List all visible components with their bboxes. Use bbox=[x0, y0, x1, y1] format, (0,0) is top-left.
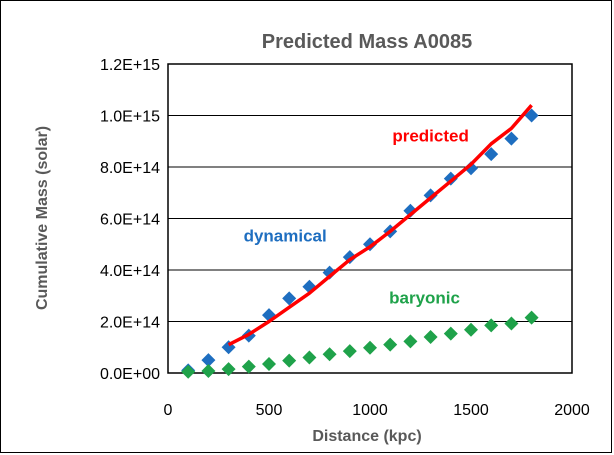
dynamical-marker bbox=[464, 161, 478, 176]
dynamical-marker bbox=[282, 291, 297, 306]
y-tick-label: 0.0E+00 bbox=[100, 366, 160, 383]
x-tick-label: 0 bbox=[164, 402, 173, 419]
baryonic-marker bbox=[241, 359, 256, 374]
y-tick-label: 4.0E+14 bbox=[100, 263, 160, 280]
dynamical-marker bbox=[403, 203, 418, 218]
series-layer bbox=[181, 104, 539, 379]
baryonic-marker bbox=[423, 329, 438, 344]
annotation-layer: predicted dynamical baryonic bbox=[244, 126, 469, 307]
y-tick-label: 2.0E+14 bbox=[100, 315, 160, 332]
x-tick-label: 1500 bbox=[453, 402, 489, 419]
x-tick-label: 2000 bbox=[554, 402, 590, 419]
dynamical-marker bbox=[524, 108, 539, 123]
dynamical-marker bbox=[504, 131, 519, 146]
baryonic-marker bbox=[524, 310, 539, 325]
baryonic-marker bbox=[262, 356, 276, 371]
chart-title: Predicted Mass A0085 bbox=[262, 31, 472, 53]
baryonic-marker bbox=[302, 350, 317, 365]
baryonic-marker bbox=[342, 344, 357, 359]
baryonic-marker bbox=[201, 363, 216, 378]
x-tick-label: 500 bbox=[256, 402, 283, 419]
baryonic-marker bbox=[464, 322, 478, 337]
baryonic-marker bbox=[221, 362, 236, 377]
x-tick-labels: 0 500 1000 1500 2000 bbox=[164, 402, 590, 419]
baryonic-marker bbox=[363, 340, 377, 355]
baryonic-marker bbox=[282, 353, 297, 368]
annotation-predicted: predicted bbox=[392, 126, 469, 145]
baryonic-marker bbox=[322, 347, 337, 362]
x-tick-label: 1000 bbox=[352, 402, 388, 419]
y-tick-labels: 0.0E+00 2.0E+14 4.0E+14 6.0E+14 8.0E+14 1.0E+… bbox=[100, 57, 160, 383]
baryonic-marker bbox=[484, 318, 499, 333]
baryonic-marker bbox=[443, 326, 458, 341]
dynamical-marker bbox=[201, 353, 216, 368]
annotation-dynamical: dynamical bbox=[244, 227, 327, 246]
y-tick-label: 6.0E+14 bbox=[100, 212, 160, 229]
annotation-baryonic: baryonic bbox=[389, 288, 460, 307]
dynamical-marker bbox=[322, 265, 337, 280]
y-axis-label: Cumulative Mass (solar) bbox=[34, 126, 51, 310]
y-tick-label: 1.2E+15 bbox=[100, 57, 160, 74]
baryonic-marker bbox=[504, 316, 519, 331]
plot-area bbox=[167, 63, 573, 374]
baryonic-marker bbox=[181, 364, 196, 379]
dynamical-marker bbox=[484, 147, 499, 162]
baryonic-marker bbox=[383, 337, 398, 352]
y-tick-label: 8.0E+14 bbox=[100, 160, 160, 177]
baryonic-marker bbox=[403, 334, 418, 349]
x-axis-label: Distance (kpc) bbox=[312, 428, 421, 445]
y-tick-label: 1.0E+15 bbox=[100, 109, 160, 126]
predicted-line bbox=[227, 104, 533, 347]
